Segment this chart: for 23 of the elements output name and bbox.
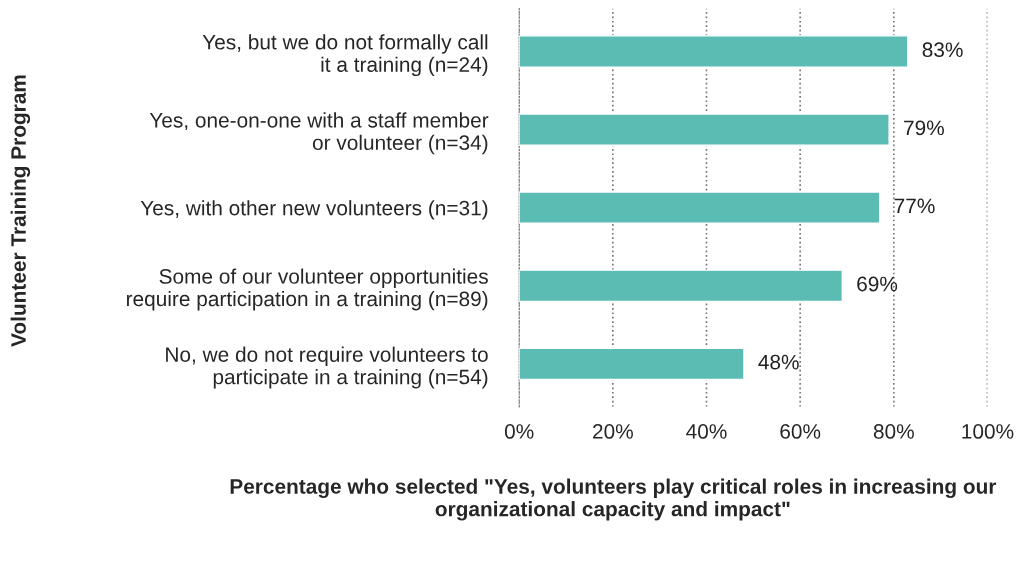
y-tick-label: Some of our volunteer opportunities require participation in a training (n=89): [126, 268, 488, 311]
y-tick-label: Yes, one-on-one with a staff member or volunteer (n=34): [149, 112, 489, 155]
bar: [519, 35, 909, 68]
x-tick-label: 80%: [873, 424, 914, 439]
y-tick-label: No, we do not require volunteers to participate in a training (n=54): [166, 346, 488, 389]
bar: [519, 269, 843, 303]
x-tick-label: 0%: [504, 424, 534, 439]
y-tick-label: Yes, but we do not formally call it a training (n=24): [202, 34, 488, 77]
bar: [519, 113, 890, 146]
data-label: 69%: [857, 276, 898, 292]
x-axis-title: Percentage who selected "Yes, volunteers play critical roles in increasing our organizational capacity and impact": [230, 478, 997, 521]
data-label: 77%: [894, 198, 935, 214]
data-label: 48%: [758, 354, 799, 370]
x-tick-label: 100%: [962, 424, 1014, 439]
y-tick-label: Yes, with other new volunteers (n=31): [140, 200, 488, 220]
y-axis-title: Volunteer Training Program: [10, 75, 31, 347]
x-tick-label: 20%: [593, 424, 633, 439]
data-label: 83%: [922, 42, 963, 58]
bar: [519, 191, 881, 224]
x-tick-label: 60%: [780, 424, 821, 439]
data-label: 79%: [904, 120, 944, 136]
x-tick-label: 40%: [686, 424, 727, 439]
bar: [519, 347, 745, 381]
